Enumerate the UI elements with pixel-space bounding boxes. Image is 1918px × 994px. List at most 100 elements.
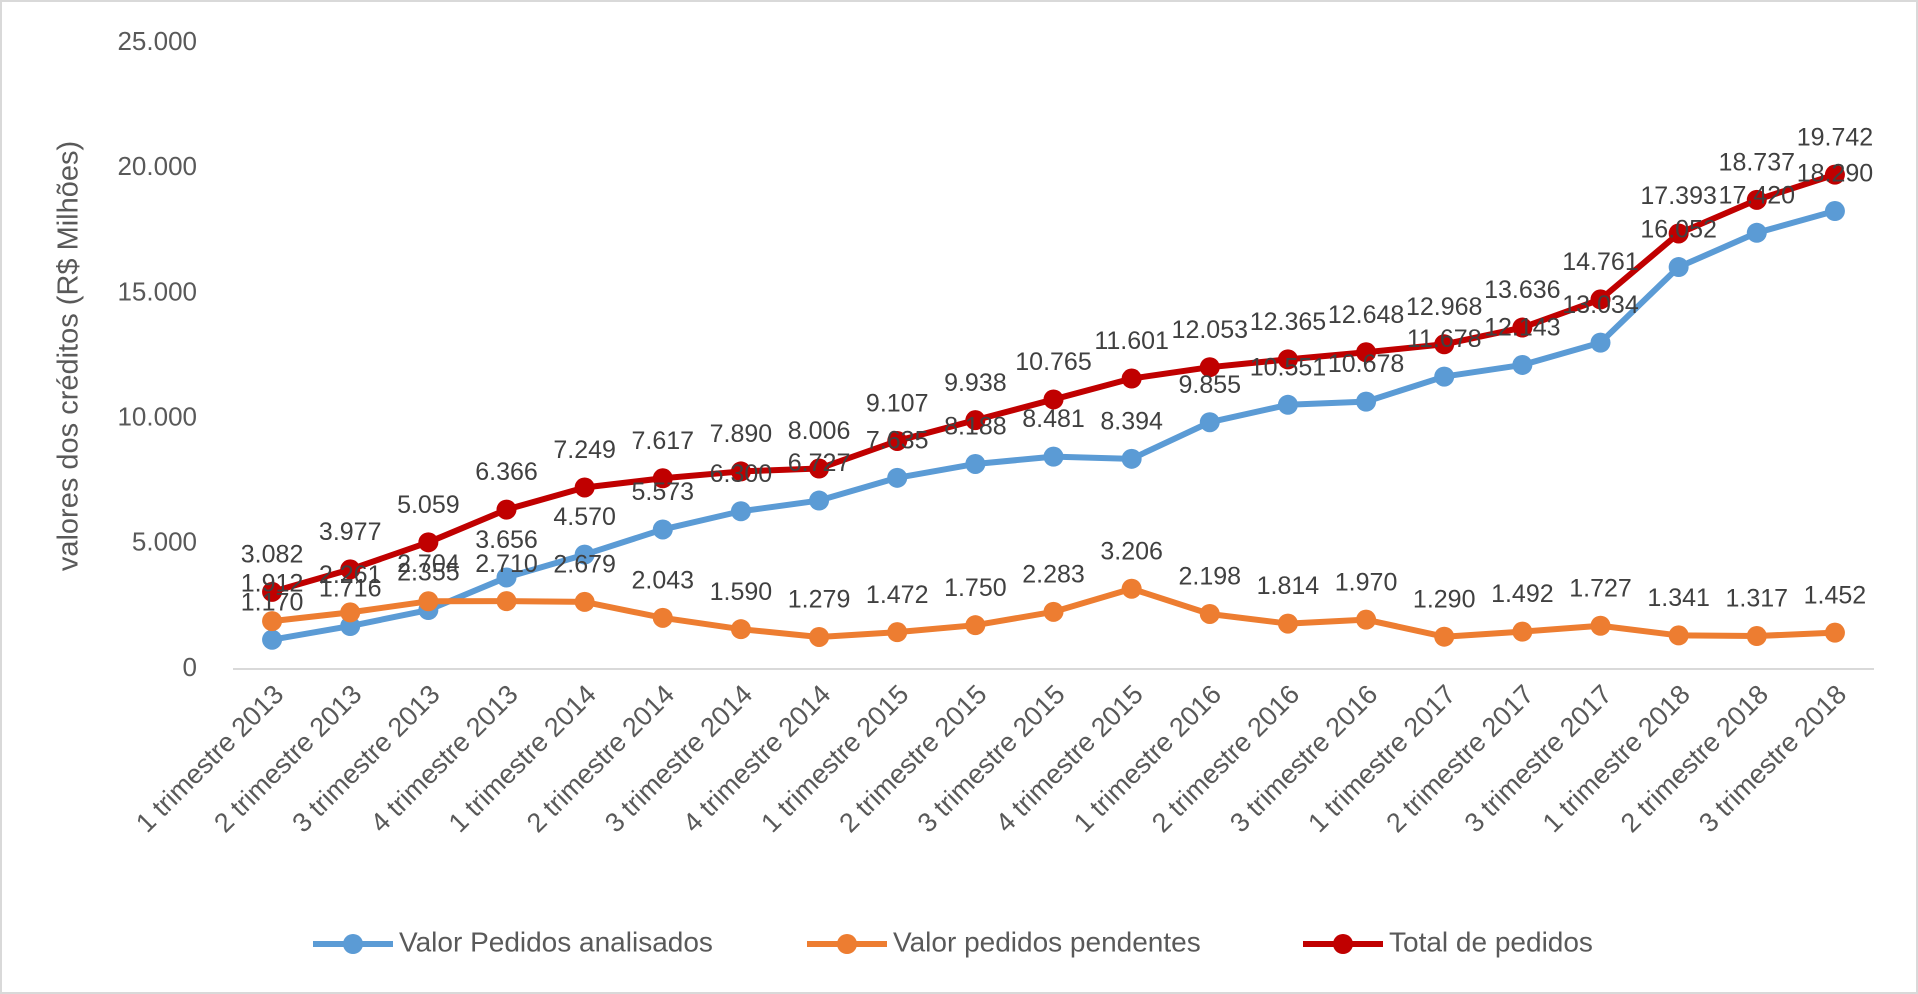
data-point xyxy=(418,591,439,612)
data-point xyxy=(1512,621,1533,642)
data-label: 12.365 xyxy=(1250,308,1326,336)
data-label: 2.679 xyxy=(553,551,616,579)
data-label: 1.279 xyxy=(788,586,851,614)
data-label: 3.082 xyxy=(241,540,304,568)
data-label: 1.912 xyxy=(241,570,304,598)
data-point xyxy=(730,461,751,482)
data-label: 12.968 xyxy=(1406,293,1482,321)
data-point xyxy=(1512,317,1533,338)
data-point xyxy=(1121,578,1142,599)
y-tick-label: 15.000 xyxy=(117,276,197,306)
data-point xyxy=(652,519,673,540)
data-label: 17.420 xyxy=(1719,181,1795,209)
legend-label: Total de pedidos xyxy=(1389,926,1593,957)
data-label: 9.938 xyxy=(944,369,1007,397)
data-point xyxy=(496,567,517,588)
data-label: 16.052 xyxy=(1640,216,1716,244)
data-label: 17.393 xyxy=(1640,182,1716,210)
data-label: 9.107 xyxy=(866,390,929,418)
data-point xyxy=(730,619,751,640)
data-label: 3.656 xyxy=(475,526,538,554)
legend-label: Valor Pedidos analisados xyxy=(399,926,713,957)
data-label: 2.198 xyxy=(1179,563,1242,591)
data-point xyxy=(340,559,361,580)
data-label: 6.727 xyxy=(788,449,851,477)
data-label: 2.283 xyxy=(1022,560,1085,588)
legend-marker xyxy=(343,934,363,954)
data-point xyxy=(262,611,283,632)
data-label: 5.059 xyxy=(397,491,460,519)
data-label: 1.492 xyxy=(1491,580,1554,608)
data-point xyxy=(574,544,595,565)
data-point xyxy=(1277,349,1298,370)
data-point xyxy=(1824,622,1845,643)
data-label: 1.452 xyxy=(1804,581,1867,609)
data-label: 8.481 xyxy=(1022,405,1085,433)
data-label: 8.006 xyxy=(788,417,851,445)
data-label: 18.290 xyxy=(1797,160,1873,188)
data-label: 7.635 xyxy=(866,426,929,454)
data-point xyxy=(1121,448,1142,469)
data-point xyxy=(418,532,439,553)
data-point xyxy=(887,622,908,643)
data-label: 7.890 xyxy=(710,420,773,448)
data-label: 2.704 xyxy=(397,550,460,578)
data-label: 11.678 xyxy=(1407,325,1482,353)
data-label: 18.737 xyxy=(1719,148,1795,176)
data-point xyxy=(262,581,283,602)
data-point xyxy=(1199,357,1220,378)
data-point xyxy=(496,499,517,520)
legend-marker xyxy=(1333,934,1353,954)
data-label: 4.570 xyxy=(553,503,616,531)
data-label: 12.143 xyxy=(1484,314,1560,342)
data-label: 5.573 xyxy=(632,478,695,506)
data-point xyxy=(1043,446,1064,467)
data-point xyxy=(340,602,361,623)
data-label: 1.317 xyxy=(1726,585,1789,613)
data-label: 11.601 xyxy=(1094,327,1169,355)
data-point xyxy=(652,468,673,489)
data-point xyxy=(1356,342,1377,363)
data-label: 1.727 xyxy=(1569,574,1632,602)
data-point xyxy=(1121,368,1142,389)
data-point xyxy=(965,615,986,636)
y-tick-label: 25.000 xyxy=(117,26,197,56)
data-point xyxy=(809,458,830,479)
data-label: 10.551 xyxy=(1250,353,1326,381)
data-label: 10.765 xyxy=(1015,348,1091,376)
data-label: 1.341 xyxy=(1647,584,1710,612)
data-label: 12.053 xyxy=(1172,316,1248,344)
data-point xyxy=(1434,626,1455,647)
data-point xyxy=(965,453,986,474)
data-label: 3.977 xyxy=(319,518,382,546)
data-point xyxy=(887,467,908,488)
data-point xyxy=(1590,615,1611,636)
data-point xyxy=(809,626,830,647)
data-label: 12.648 xyxy=(1328,301,1404,329)
data-label: 1.750 xyxy=(944,574,1007,602)
data-point xyxy=(652,607,673,628)
data-point xyxy=(1668,223,1689,244)
data-point xyxy=(1277,613,1298,634)
data-label: 19.742 xyxy=(1797,123,1873,151)
y-tick-label: 0 xyxy=(183,652,197,682)
data-label: 2.355 xyxy=(397,559,460,587)
data-label: 1.290 xyxy=(1413,585,1476,613)
data-point xyxy=(1668,625,1689,646)
data-point xyxy=(1199,412,1220,433)
data-point xyxy=(965,410,986,431)
data-label: 8.394 xyxy=(1100,407,1163,435)
data-label: 1.814 xyxy=(1257,572,1320,600)
legend-label: Valor pedidos pendentes xyxy=(893,926,1201,957)
data-point xyxy=(1824,201,1845,222)
data-point xyxy=(730,501,751,522)
data-point xyxy=(1824,164,1845,185)
data-point xyxy=(1512,354,1533,375)
data-label: 6.300 xyxy=(710,460,773,488)
data-point xyxy=(1277,394,1298,415)
data-point xyxy=(1746,222,1767,243)
data-point xyxy=(574,477,595,498)
data-point xyxy=(887,430,908,451)
